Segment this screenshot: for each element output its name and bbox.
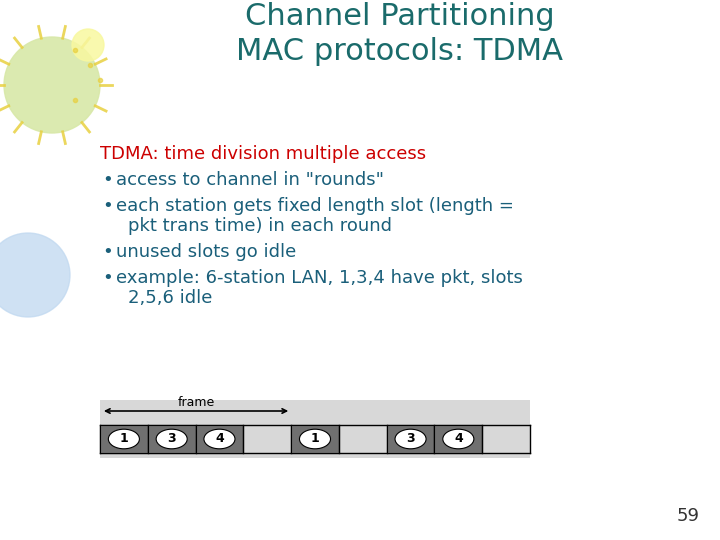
Text: •: • (102, 243, 113, 261)
Ellipse shape (395, 429, 426, 449)
Text: access to channel in "rounds": access to channel in "rounds" (116, 171, 384, 189)
Text: •: • (102, 197, 113, 215)
Text: Channel Partitioning
MAC protocols: TDMA: Channel Partitioning MAC protocols: TDMA (236, 2, 564, 66)
Ellipse shape (300, 429, 330, 449)
Ellipse shape (443, 429, 474, 449)
Bar (148, 425, 196, 453)
Bar (387, 425, 434, 453)
Bar (100, 400, 530, 458)
Text: 4: 4 (454, 433, 463, 446)
Circle shape (72, 29, 104, 61)
Bar (100, 425, 148, 453)
Text: 1: 1 (120, 433, 128, 446)
Text: 4: 4 (215, 433, 224, 446)
Ellipse shape (109, 429, 140, 449)
Text: •: • (102, 171, 113, 189)
Bar (196, 425, 243, 453)
Ellipse shape (204, 429, 235, 449)
Text: 2,5,6 idle: 2,5,6 idle (128, 289, 212, 307)
Text: pkt trans time) in each round: pkt trans time) in each round (128, 217, 392, 235)
Text: 1: 1 (310, 433, 320, 446)
Text: TDMA: time division multiple access: TDMA: time division multiple access (100, 145, 426, 163)
Text: 3: 3 (406, 433, 415, 446)
Bar (291, 425, 339, 453)
Text: each station gets fixed length slot (length =: each station gets fixed length slot (len… (116, 197, 514, 215)
Bar (434, 425, 482, 453)
Text: frame: frame (177, 396, 215, 409)
Circle shape (4, 37, 100, 133)
Ellipse shape (156, 429, 187, 449)
Circle shape (0, 233, 70, 317)
Text: example: 6-station LAN, 1,3,4 have pkt, slots: example: 6-station LAN, 1,3,4 have pkt, … (116, 269, 523, 287)
Text: •: • (102, 269, 113, 287)
Text: 59: 59 (677, 507, 700, 525)
Text: unused slots go idle: unused slots go idle (116, 243, 296, 261)
Text: 3: 3 (167, 433, 176, 446)
